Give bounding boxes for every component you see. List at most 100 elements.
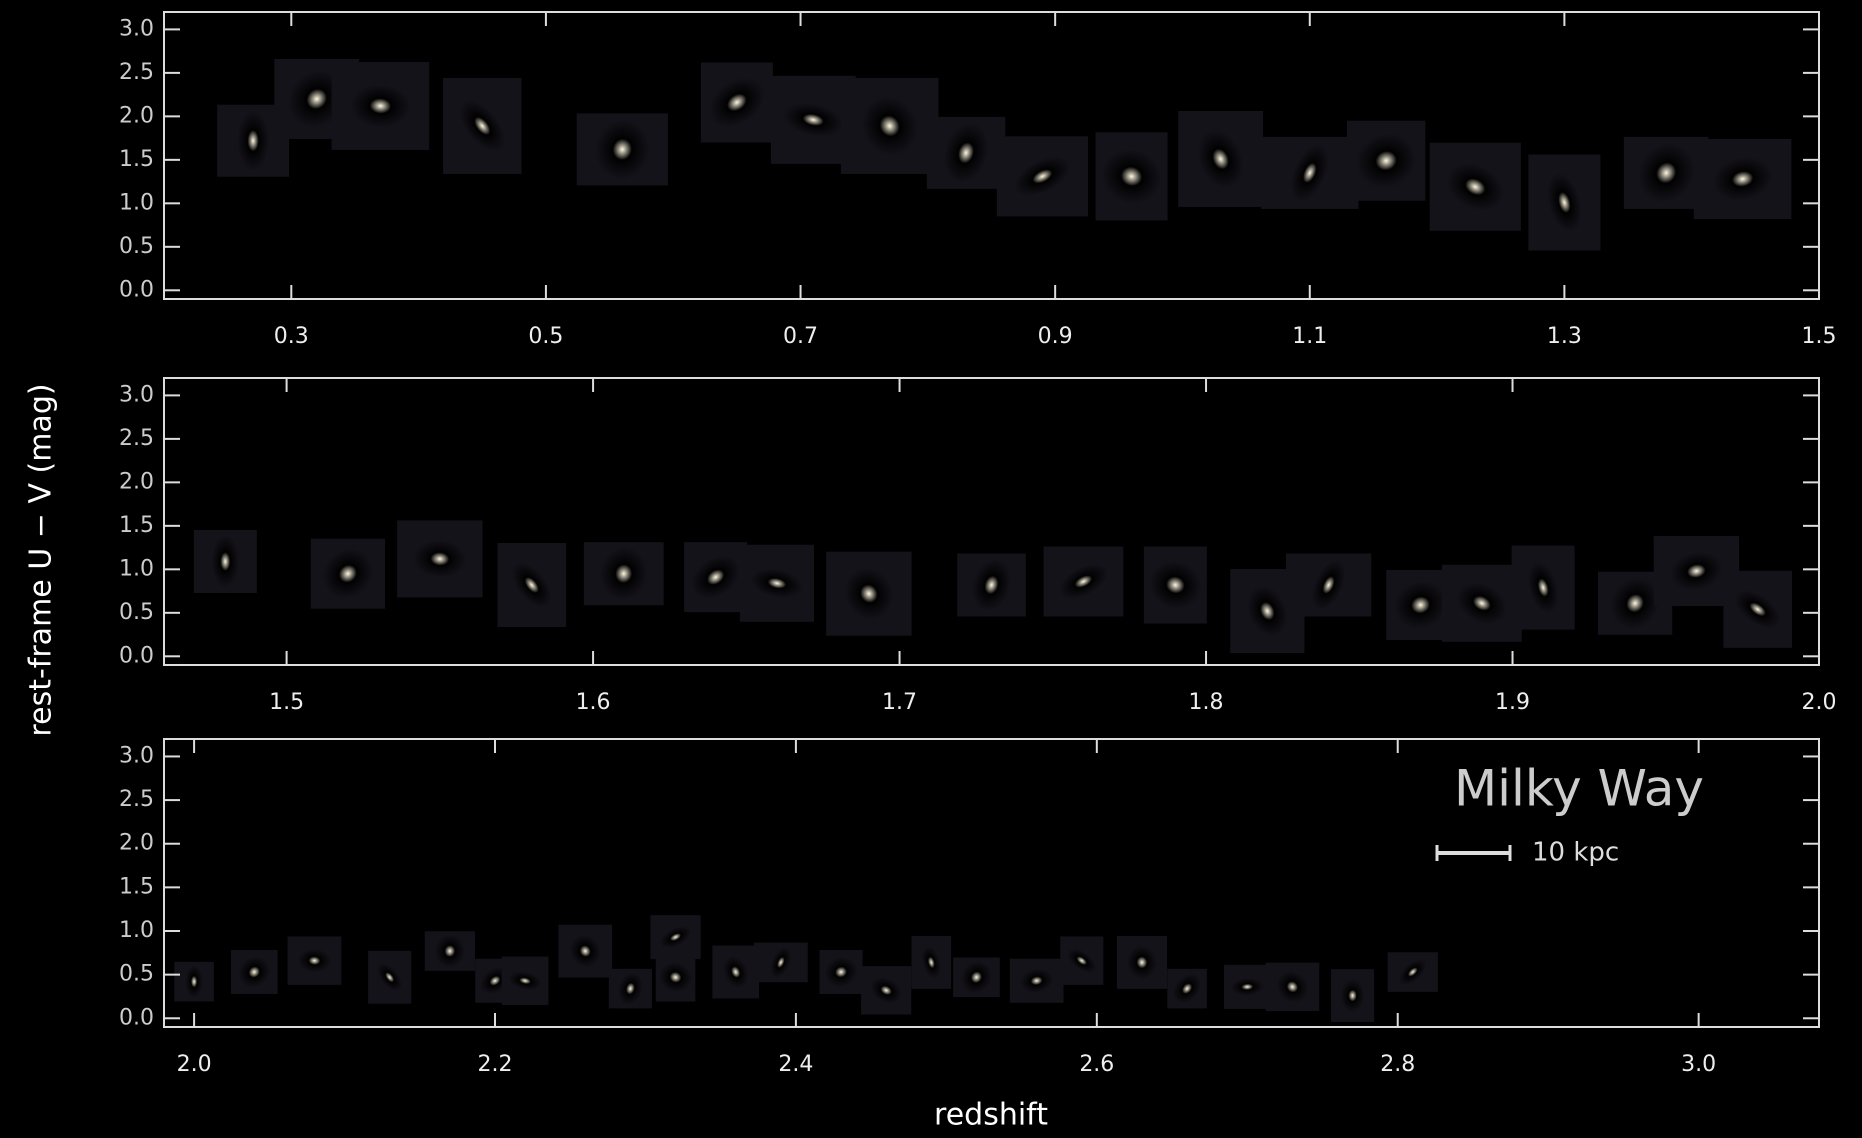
galaxy (683, 542, 748, 612)
galaxy (1266, 963, 1320, 1011)
x-tick-label: 2.4 (778, 1052, 813, 1077)
y-tick-label: 2.5 (119, 60, 154, 85)
galaxy-glow (185, 965, 203, 998)
galaxy (997, 136, 1088, 216)
y-tick-label: 1.5 (119, 147, 154, 172)
galaxy (1694, 139, 1792, 219)
galaxy (927, 117, 1005, 189)
y-tick-label: 1.0 (119, 556, 154, 581)
annotation: 10 kpc (1532, 838, 1619, 868)
x-tick-label: 1.6 (576, 690, 611, 715)
x-tick-label: 1.7 (882, 690, 917, 715)
galaxy (1331, 969, 1374, 1022)
galaxy (174, 962, 214, 1002)
galaxy (1261, 137, 1359, 209)
galaxy (311, 538, 385, 609)
x-tick-label: 2.8 (1380, 1052, 1415, 1077)
x-tick-label: 1.1 (1292, 324, 1327, 349)
galaxy (1178, 111, 1263, 207)
y-tick-label: 2.0 (119, 469, 154, 494)
galaxy (1442, 565, 1522, 642)
y-tick-label: 2.0 (119, 103, 154, 128)
galaxy (1286, 553, 1371, 616)
galaxy (1094, 132, 1170, 220)
galaxy (609, 969, 652, 1009)
galaxy (826, 552, 911, 636)
y-tick-label: 2.5 (119, 787, 154, 812)
x-tick-label: 0.3 (274, 324, 309, 349)
galaxy (1060, 936, 1103, 984)
galaxy (1388, 952, 1438, 992)
galaxy (740, 545, 814, 622)
x-tick-label: 0.5 (528, 324, 563, 349)
galaxy (497, 543, 566, 627)
galaxy (425, 931, 475, 971)
y-tick-label: 0.0 (119, 1005, 154, 1030)
x-tick-label: 2.0 (1802, 690, 1837, 715)
galaxy (754, 943, 808, 983)
y-tick-label: 3.0 (119, 16, 154, 41)
y-tick-label: 2.5 (119, 426, 154, 451)
x-tick-label: 1.9 (1495, 690, 1530, 715)
x-tick-label: 2.2 (478, 1052, 513, 1077)
galaxy (953, 955, 1000, 999)
x-axis-label: redshift (934, 1098, 1048, 1133)
galaxy (288, 936, 342, 984)
galaxy (577, 113, 668, 185)
y-tick-label: 0.5 (119, 234, 154, 259)
y-tick-label: 1.0 (119, 918, 154, 943)
galaxy (1512, 546, 1575, 630)
chart: rest-frame U − V (mag) redshift Milky Wa… (0, 0, 1862, 1138)
galaxy (957, 553, 1026, 616)
galaxy (712, 946, 759, 999)
galaxy (1044, 547, 1124, 617)
galaxy (231, 950, 278, 995)
galaxy (397, 520, 482, 597)
x-tick-label: 1.5 (269, 690, 304, 715)
galaxy (841, 78, 939, 174)
galaxy (819, 950, 862, 994)
x-tick-label: 2.6 (1079, 1052, 1114, 1077)
x-tick-label: 1.3 (1547, 324, 1582, 349)
y-tick-label: 1.5 (119, 874, 154, 899)
y-tick-label: 2.0 (119, 831, 154, 856)
galaxy (1224, 965, 1271, 1009)
galaxy (368, 951, 411, 1004)
galaxy (1167, 968, 1207, 1009)
y-tick-label: 0.5 (119, 600, 154, 625)
galaxy (332, 62, 430, 150)
x-tick-label: 1.5 (1802, 324, 1837, 349)
galaxy (861, 966, 911, 1014)
y-tick-label: 3.0 (119, 382, 154, 407)
galaxy (655, 953, 697, 1001)
galaxy (1430, 143, 1521, 231)
y-tick-label: 3.0 (119, 743, 154, 768)
galaxy (194, 530, 257, 593)
galaxy (1723, 571, 1792, 648)
galaxy (1347, 121, 1425, 201)
galaxy (1142, 546, 1208, 623)
galaxy (700, 62, 775, 142)
galaxy-glow (211, 535, 239, 588)
galaxy (502, 957, 549, 1005)
galaxy (1117, 936, 1167, 989)
galaxy-glow (237, 110, 269, 171)
galaxy (443, 78, 521, 174)
galaxy (912, 936, 952, 989)
galaxy (558, 925, 612, 978)
y-tick-label: 1.0 (119, 190, 154, 215)
y-tick-label: 1.5 (119, 513, 154, 538)
galaxy (650, 915, 700, 959)
x-tick-label: 3.0 (1681, 1052, 1716, 1077)
galaxy (1010, 959, 1064, 1003)
x-tick-label: 0.7 (783, 324, 818, 349)
galaxy (1528, 154, 1600, 250)
x-tick-label: 0.9 (1038, 324, 1073, 349)
x-tick-label: 2.0 (177, 1052, 212, 1077)
y-axis-label: rest-frame U − V (mag) (24, 383, 59, 736)
x-tick-label: 1.8 (1189, 690, 1224, 715)
galaxy (584, 542, 664, 605)
y-tick-label: 0.5 (119, 962, 154, 987)
y-tick-label: 0.0 (119, 643, 154, 668)
y-tick-label: 0.0 (119, 277, 154, 302)
